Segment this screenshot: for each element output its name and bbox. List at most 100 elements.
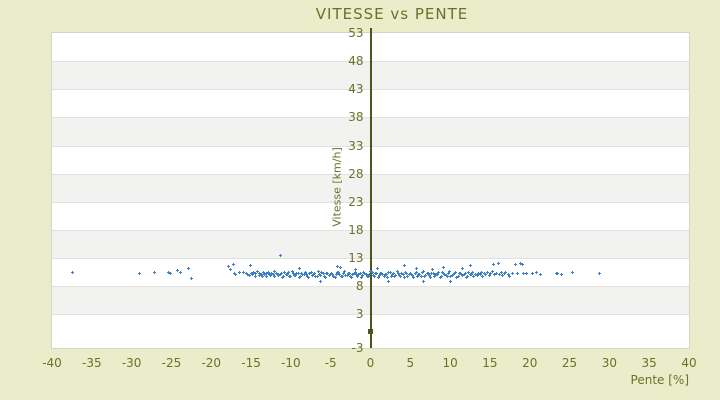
scatter-point	[470, 270, 474, 274]
scatter-point	[279, 253, 283, 257]
scatter-point	[410, 273, 413, 277]
scatter-point	[424, 273, 428, 277]
scatter-point	[466, 275, 470, 279]
scatter-point	[404, 270, 408, 274]
x-tick-label: 25	[561, 356, 578, 370]
scatter-point	[296, 271, 300, 275]
scatter-point	[326, 271, 330, 275]
scatter-point	[502, 272, 506, 276]
scatter-point	[186, 266, 190, 270]
scatter-point	[521, 262, 525, 266]
scatter-point	[510, 271, 514, 275]
scatter-point	[249, 271, 253, 275]
scatter-point	[386, 275, 390, 279]
scatter-point	[262, 271, 266, 275]
scatter-point	[412, 275, 416, 279]
scatter-point	[442, 265, 446, 269]
scatter-point	[257, 273, 261, 277]
scatter-point	[273, 275, 277, 279]
scatter-point	[337, 270, 341, 274]
scatter-point	[313, 271, 317, 275]
scatter-point	[363, 271, 367, 275]
scatter-point	[460, 273, 464, 277]
scatter-point	[423, 274, 427, 278]
scatter-point	[291, 272, 295, 276]
scatter-point	[253, 274, 257, 278]
scatter-point	[338, 266, 342, 270]
scatter-point	[525, 271, 529, 275]
scatter-point	[300, 271, 304, 275]
y-tick-label: 38	[348, 110, 364, 125]
scatter-point	[486, 271, 490, 275]
scatter-point	[389, 274, 393, 278]
scatter-point	[497, 262, 501, 266]
scatter-point	[554, 271, 558, 275]
scatter-point	[371, 273, 375, 277]
scatter-point	[490, 270, 494, 273]
scatter-point	[359, 275, 363, 279]
scatter-point	[288, 274, 292, 278]
scatter-point	[417, 272, 421, 276]
scatter-point	[431, 267, 435, 271]
scatter-point	[395, 270, 399, 273]
y-tick-label: 43	[348, 82, 364, 97]
scatter-point	[437, 270, 441, 274]
scatter-point	[406, 274, 410, 278]
scatter-point	[251, 270, 255, 274]
scatter-point	[247, 273, 251, 277]
scatter-point	[451, 272, 455, 276]
scatter-point	[494, 271, 498, 275]
scatter-point	[244, 272, 248, 276]
scatter-point	[478, 273, 482, 277]
scatter-point	[367, 274, 370, 278]
scatter-point	[538, 272, 542, 276]
scatter-point	[169, 272, 173, 276]
scatter-point	[421, 270, 425, 273]
scatter-point	[255, 270, 259, 273]
scatter-point	[369, 270, 373, 273]
scatter-point	[272, 270, 276, 273]
scatter-point	[368, 272, 372, 276]
scatter-point	[331, 273, 335, 277]
scatter-point	[282, 275, 286, 279]
scatter-point	[345, 273, 349, 277]
y-tick-label: 28	[348, 166, 364, 181]
x-tick-label: 0	[366, 356, 375, 370]
scatter-point	[241, 271, 245, 275]
scatter-point	[401, 272, 405, 276]
scatter-point	[322, 274, 326, 278]
scatter-point	[267, 272, 271, 276]
x-tick-label: 15	[482, 356, 498, 370]
scatter-point	[448, 270, 452, 273]
scatter-point	[295, 272, 299, 276]
scatter-point	[513, 263, 517, 267]
scatter-point	[415, 275, 419, 279]
scatter-point	[286, 270, 290, 274]
scatter-point	[480, 270, 484, 274]
scatter-point	[426, 272, 430, 276]
scatter-point	[388, 271, 392, 275]
x-tick-label: -30	[121, 356, 142, 370]
scatter-point	[335, 271, 339, 275]
scatter-point	[429, 276, 433, 280]
scatter-point	[436, 273, 440, 277]
scatter-point	[556, 271, 560, 275]
scatter-point	[298, 275, 302, 279]
scatter-point	[518, 262, 522, 266]
scatter-point	[232, 271, 236, 275]
y-tick-label: -3	[351, 341, 364, 355]
scatter-point	[598, 271, 602, 275]
scatter-point	[493, 272, 497, 276]
scatter-point	[307, 275, 311, 279]
scatter-point	[462, 273, 466, 277]
scatter-point	[492, 263, 496, 267]
scatter-point	[376, 276, 380, 280]
scatter-point	[458, 272, 462, 276]
scatter-point	[376, 267, 380, 271]
scatter-point	[333, 275, 337, 279]
scatter-point	[328, 273, 332, 277]
scatter-point	[445, 274, 449, 278]
scatter-point	[319, 273, 323, 277]
scatter-point	[472, 274, 476, 278]
scatter-point	[460, 266, 464, 270]
